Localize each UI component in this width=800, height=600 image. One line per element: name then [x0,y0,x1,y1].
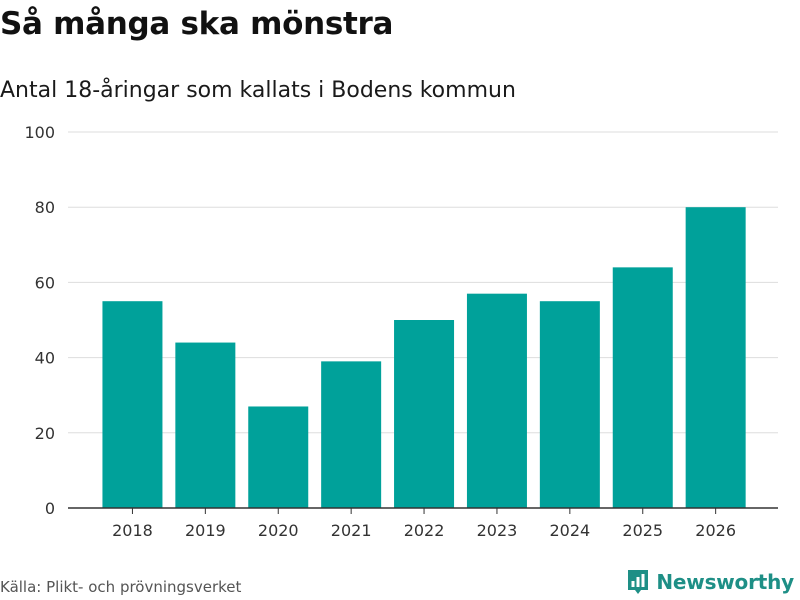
bar-2018[interactable] [102,301,163,508]
y-tick-label: 40 [35,349,55,368]
source-note: Källa: Plikt- och prövningsverket [0,578,242,596]
bar-2019[interactable] [175,342,236,508]
x-tick-label-2020: 2020 [258,521,299,540]
bar-2024[interactable] [539,301,600,508]
y-tick-label: 100 [24,123,55,142]
brand-name: Newsworthy [656,570,794,594]
bar-2023[interactable] [466,293,527,508]
x-tick-label-2023: 2023 [477,521,518,540]
x-tick-label-2022: 2022 [404,521,445,540]
bar-2022[interactable] [394,320,455,508]
x-tick-label-2021: 2021 [331,521,372,540]
y-axis-ticks: 0 20 40 60 80 100 [24,123,55,518]
bar-2021[interactable] [321,361,382,508]
x-axis-ticks: 2018 2019 2020 2021 2022 2023 2024 2025 2026 [112,508,736,540]
bar-2025[interactable] [612,267,673,508]
bar-2026[interactable] [685,207,746,508]
bar-series [102,207,746,508]
chart-title: Så många ska mönstra [0,6,394,42]
x-tick-label-2026: 2026 [695,521,736,540]
x-tick-label-2018: 2018 [112,521,153,540]
x-tick-label-2019: 2019 [185,521,226,540]
y-tick-label: 80 [35,198,55,217]
x-tick-label-2025: 2025 [622,521,663,540]
y-tick-label: 20 [35,424,55,443]
y-tick-label: 0 [45,499,55,518]
bar-chart-logo-icon [628,570,649,594]
x-tick-label-2024: 2024 [549,521,590,540]
bar-2020[interactable] [248,406,309,508]
brand-logo[interactable]: Newsworthy [626,568,794,596]
chart-subtitle: Antal 18-åringar som kallats i Bodens ko… [0,78,516,103]
y-tick-label: 60 [35,273,55,292]
